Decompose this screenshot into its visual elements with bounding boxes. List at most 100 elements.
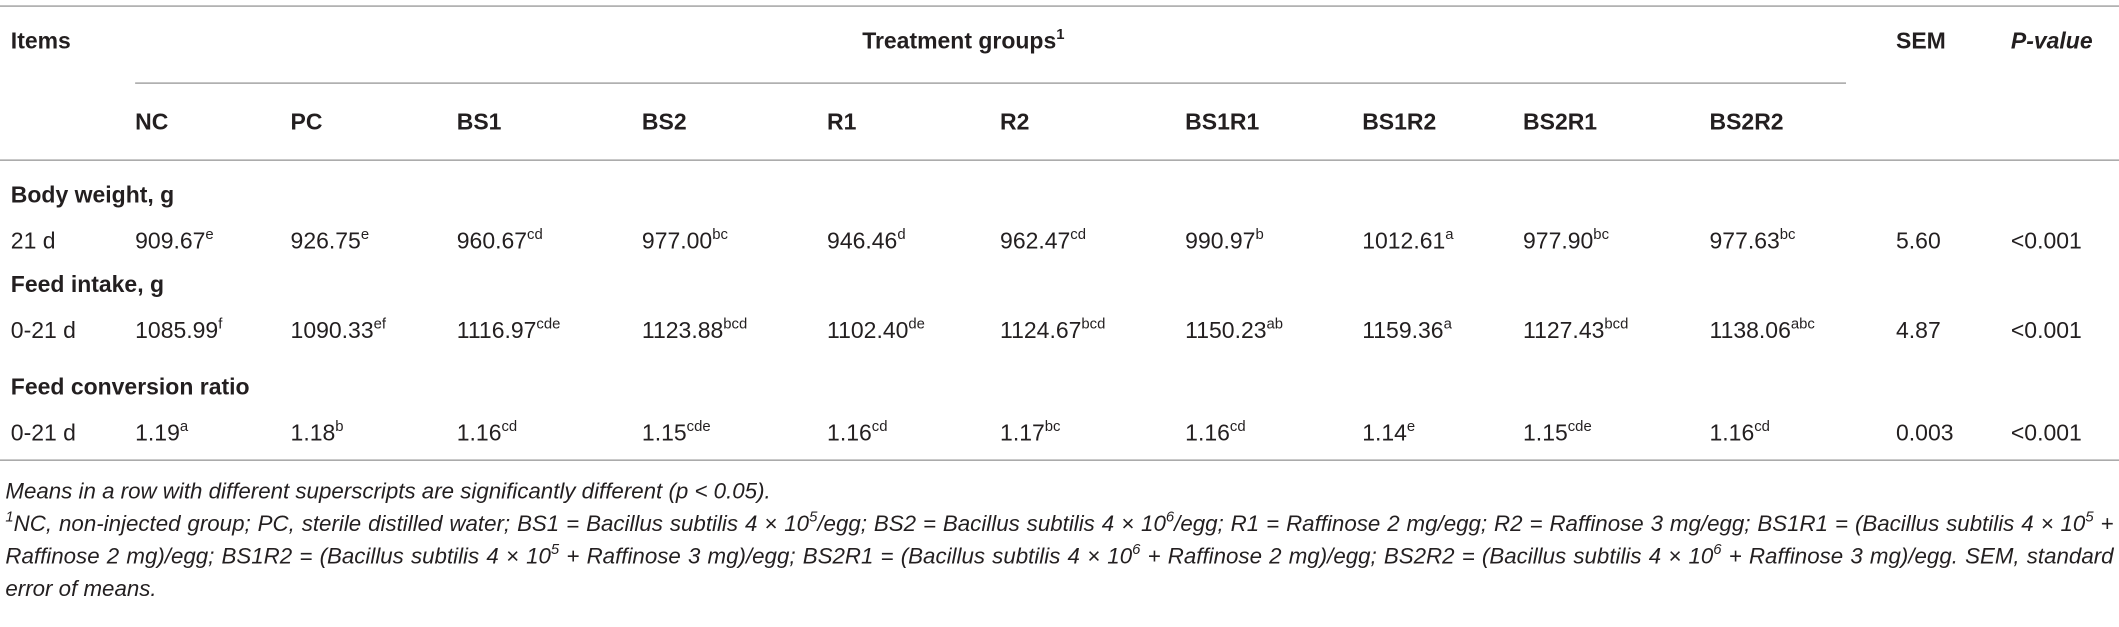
cell-value-text: 1102.40 <box>827 317 909 344</box>
cell-value: 926.75e <box>290 228 370 255</box>
cell-value: 1138.06abc <box>1709 317 1815 344</box>
footnote-sup: 1 <box>5 509 14 526</box>
cell-value-text: 1159.36 <box>1362 317 1444 344</box>
cell-sup: a <box>179 418 189 436</box>
row-label: 0-21 d <box>11 319 76 342</box>
cell-pvalue-text: <0.001 <box>2010 228 2082 255</box>
row-label-text: 0-21 d <box>10 317 76 344</box>
column-header-text: BS1R1 <box>1185 109 1260 136</box>
cell-value: 1150.23ab <box>1185 316 1284 344</box>
cell-value-text: 946.46 <box>827 228 898 255</box>
cell-value-text: 1.18 <box>290 420 336 446</box>
cell-sup: ef <box>373 316 387 333</box>
cell-value: 1085.99f <box>135 317 222 344</box>
cell-sem-text: 4.87 <box>1896 317 1941 344</box>
cell-sup: d <box>897 227 906 244</box>
section-title-text: Body weight, g <box>10 182 175 209</box>
cell-value: 1090.33ef <box>290 316 387 344</box>
cell-sup: cd <box>1754 418 1770 436</box>
cell-value-text: 1138.06 <box>1709 317 1791 344</box>
footnote-sup: 6 <box>1132 541 1141 559</box>
column-header-text: BS2R2 <box>1709 109 1784 136</box>
cell-value-text: 926.75 <box>290 228 361 255</box>
header-pvalue: P-value <box>2011 30 2093 53</box>
rule <box>0 159 2119 161</box>
cell-value: 1102.40de <box>827 317 925 344</box>
cell-value: 1.15cde <box>1523 418 1592 446</box>
column-header: BS1 <box>457 111 502 134</box>
cell-sem: 5.60 <box>1896 230 1941 253</box>
cell-value-text: 962.47 <box>1000 228 1071 255</box>
cell-value-text: 1.15 <box>1523 420 1568 446</box>
cell-sem-text: 5.60 <box>1896 228 1941 255</box>
header-sem: SEM <box>1896 30 1946 53</box>
cell-value-text: 1.16 <box>1185 420 1230 446</box>
cell-value-text: 1012.61 <box>1362 228 1446 255</box>
cell-value-text: 1090.33 <box>290 317 374 344</box>
cell-value-text: 1.16 <box>827 420 872 446</box>
cell-value-text: 1.16 <box>456 420 502 446</box>
column-header: R2 <box>1000 111 1029 134</box>
cell-value: 1.16cd <box>827 420 887 446</box>
cell-sup: cd <box>1070 227 1087 244</box>
row-label: 21 d <box>11 230 56 253</box>
cell-sup: cd <box>527 227 543 244</box>
cell-sup: cde <box>1567 418 1592 436</box>
cell-value: 1012.61a <box>1362 227 1454 255</box>
cell-value: 1.16cd <box>1710 418 1770 445</box>
cell-value: 1.19a <box>135 418 189 446</box>
cell-value: 962.47cd <box>1000 227 1087 255</box>
cell-sup: e <box>1406 418 1416 436</box>
cell-sup: b <box>1255 227 1264 244</box>
cell-pvalue-text: <0.001 <box>2010 420 2082 446</box>
cell-sup: e <box>205 227 214 244</box>
cell-sup: bc <box>1779 227 1796 244</box>
cell-value: 1159.36a <box>1362 316 1452 344</box>
cell-sem: 4.87 <box>1896 319 1941 342</box>
cell-value-text: 1123.88 <box>641 317 724 344</box>
column-header-text: R2 <box>1000 109 1030 136</box>
cell-value: 909.67e <box>135 227 214 253</box>
row-label: 0-21 d <box>11 422 76 445</box>
column-header: BS2R2 <box>1710 111 1784 134</box>
column-header: BS1R1 <box>1185 111 1259 134</box>
cell-sup: bcd <box>723 316 748 333</box>
cell-sup: ab <box>1266 316 1284 333</box>
header-sem-text: SEM <box>1896 28 1946 55</box>
cell-value-text: 1150.23 <box>1185 317 1267 344</box>
row-label-text: 0-21 d <box>10 420 76 446</box>
cell-sup: a <box>1443 316 1452 333</box>
cell-value-text: 1.19 <box>135 420 180 446</box>
cell-value: 1.18b <box>290 418 344 446</box>
cell-value: 1124.67bcd <box>1000 317 1105 344</box>
column-header-text: NC <box>135 109 169 136</box>
cell-value-text: 977.63 <box>1709 228 1780 255</box>
cell-value: 946.46d <box>827 227 906 255</box>
cell-value-text: 960.67 <box>456 228 528 255</box>
header-treatment: Treatment groups1 <box>862 28 1064 53</box>
cell-sup: cde <box>686 418 711 436</box>
footnote-text: /egg; R1 = Raffinose 2 mg/egg; R2 = Raff… <box>1174 512 2086 537</box>
cell-pvalue: <0.001 <box>2011 230 2082 253</box>
cell-sup: bc <box>1044 418 1061 436</box>
cell-value-text: 977.00 <box>641 228 713 255</box>
column-header: PC <box>291 111 323 134</box>
column-header-text: BS2R1 <box>1523 109 1598 136</box>
cell-value-text: 1.15 <box>641 420 687 446</box>
header-pvalue-text: P-value <box>2010 28 2093 55</box>
cell-value: 1.15cde <box>641 418 711 446</box>
cell-value: 1.16cd <box>1185 420 1245 446</box>
cell-sup: a <box>1445 227 1454 244</box>
footnote: 1NC, non-injected group; PC, sterile dis… <box>5 508 2113 605</box>
cell-value: 977.63bc <box>1709 227 1796 255</box>
cell-sup: bc <box>712 227 728 244</box>
cell-value-text: 1124.67 <box>1000 317 1082 344</box>
cell-value-text: 1085.99 <box>135 317 219 344</box>
column-header-text: BS1R2 <box>1362 109 1437 136</box>
cell-sup: bc <box>1593 227 1610 244</box>
cell-sup: b <box>335 418 344 436</box>
footnote-text: + Raffinose 3 mg)/egg; BS2R1 = (Bacillus… <box>559 544 1133 569</box>
footnote-sup: 5 <box>2085 509 2094 526</box>
